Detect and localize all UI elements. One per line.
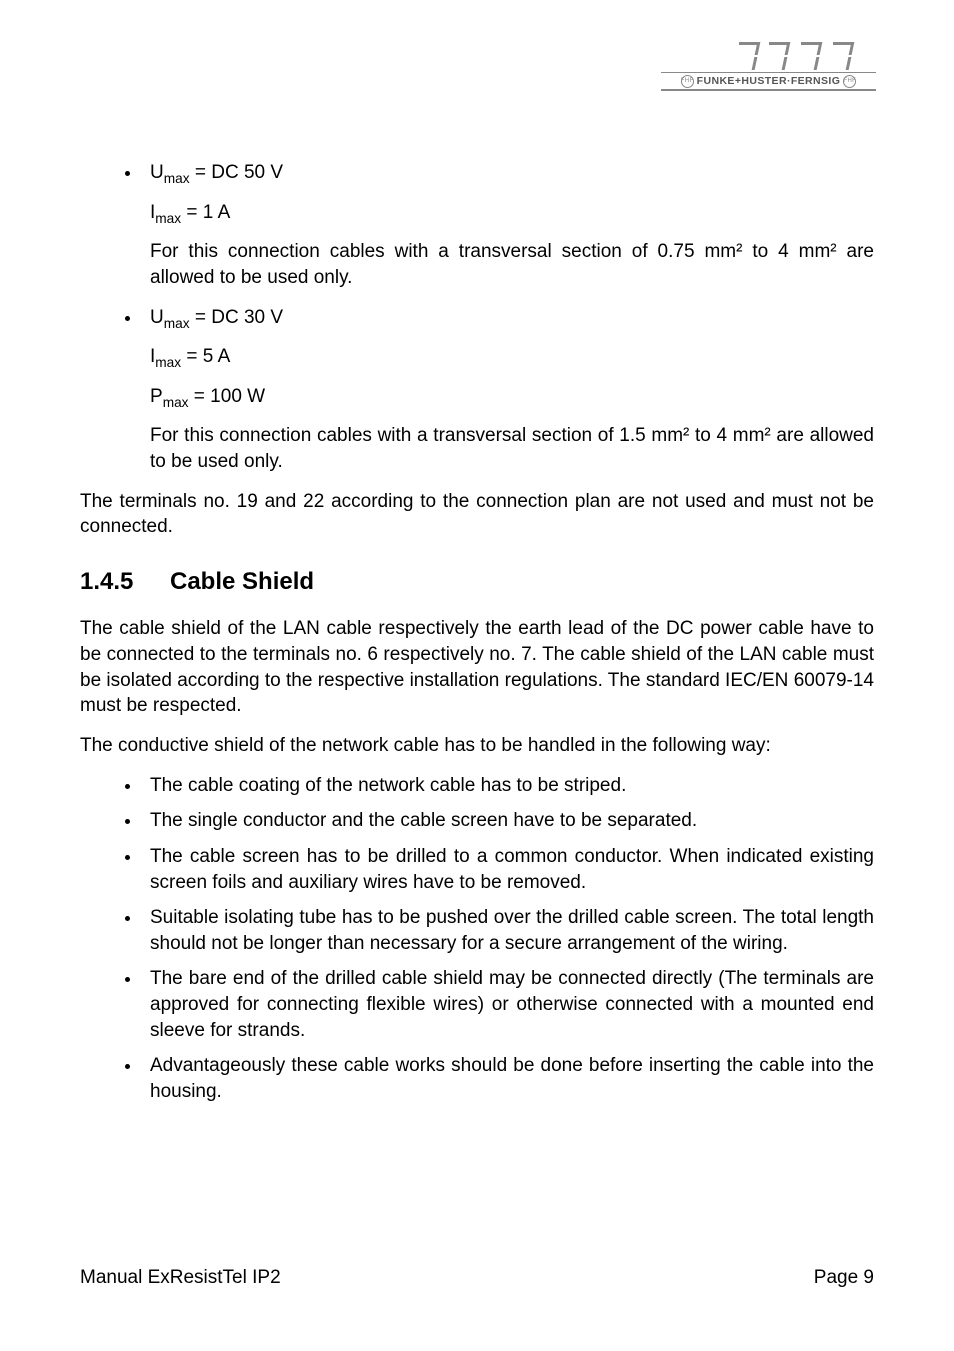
spec2-u-sym: U xyxy=(150,307,164,328)
spec-list: Umax = DC 50 V Imax = 1 A For this conne… xyxy=(80,160,874,475)
spec1-i: Imax = 1 A xyxy=(150,200,874,226)
section-number: 1.4.5 xyxy=(80,566,170,598)
logo-brand-text: FHF FUNKE+HUSTER·FERNSIG FHF xyxy=(661,72,876,89)
footer-page-number: Page 9 xyxy=(814,1265,874,1291)
shield-para-2: The conductive shield of the network cab… xyxy=(80,733,874,759)
section-heading: 1.4.5Cable Shield xyxy=(80,566,874,598)
spec2-p-val: = 100 W xyxy=(189,386,266,407)
spec1-i-val: = 1 A xyxy=(181,202,230,223)
spec-item-1: Umax = DC 50 V Imax = 1 A For this conne… xyxy=(142,160,874,291)
spec1-u-sub: max xyxy=(164,171,190,186)
spec1-i-sub: max xyxy=(155,210,181,225)
spec2-i-sub: max xyxy=(155,355,181,370)
spec2-p: Pmax = 100 W xyxy=(150,384,874,410)
spec-item-2: Umax = DC 30 V Imax = 5 A Pmax = 100 W F… xyxy=(142,305,874,475)
spec2-p-sym: P xyxy=(150,386,163,407)
logo-brand-name: FUNKE+HUSTER·FERNSIG xyxy=(697,74,841,88)
shield-steps-list: The cable coating of the network cable h… xyxy=(80,773,874,1105)
spec1-desc: For this connection cables with a transv… xyxy=(150,239,874,290)
logo-badge-right-icon: FHF xyxy=(843,75,856,88)
spec2-u-sub: max xyxy=(164,315,190,330)
spec2-u: Umax = DC 30 V xyxy=(150,307,283,328)
spec2-u-val: = DC 30 V xyxy=(190,307,283,328)
spec2-i-val: = 5 A xyxy=(181,346,230,367)
spec2-desc: For this connection cables with a transv… xyxy=(150,423,874,474)
footer-doc-title: Manual ExResistTel IP2 xyxy=(80,1265,281,1291)
list-item: The single conductor and the cable scree… xyxy=(142,808,874,834)
page-footer: Manual ExResistTel IP2 Page 9 xyxy=(80,1265,874,1291)
spec2-p-sub: max xyxy=(163,395,189,410)
page-body: Umax = DC 50 V Imax = 1 A For this conne… xyxy=(80,160,874,1105)
list-item: The cable coating of the network cable h… xyxy=(142,773,874,799)
logo-badge-left-icon: FHF xyxy=(681,75,694,88)
shield-para-1: The cable shield of the LAN cable respec… xyxy=(80,616,874,719)
spec1-u-val: = DC 50 V xyxy=(190,162,283,183)
brand-logo: FHF FUNKE+HUSTER·FERNSIG FHF xyxy=(661,40,876,91)
spec2-i: Imax = 5 A xyxy=(150,344,874,370)
logo-seven-segment-icon xyxy=(661,40,876,72)
list-item: Suitable isolating tube has to be pushed… xyxy=(142,905,874,956)
list-item: Advantageously these cable works should … xyxy=(142,1053,874,1104)
spec1-u-sym: U xyxy=(150,162,164,183)
spec1-u: Umax = DC 50 V xyxy=(150,162,283,183)
section-title: Cable Shield xyxy=(170,568,314,595)
list-item: The cable screen has to be drilled to a … xyxy=(142,844,874,895)
terminals-note: The terminals no. 19 and 22 according to… xyxy=(80,489,874,540)
list-item: The bare end of the drilled cable shield… xyxy=(142,966,874,1043)
